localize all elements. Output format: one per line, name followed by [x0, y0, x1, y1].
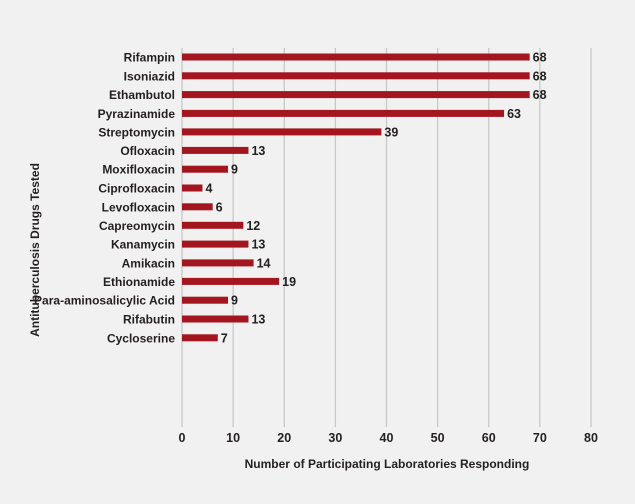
x-tick-label: 70 — [533, 431, 547, 445]
x-tick-label: 40 — [380, 431, 394, 445]
data-label: 12 — [246, 219, 260, 233]
x-axis-label: Number of Participating Laboratories Res… — [245, 457, 530, 471]
bar — [182, 109, 505, 117]
data-label: 6 — [216, 200, 223, 214]
bar — [182, 72, 530, 80]
y-axis-label: Antituberculosis Drugs Tested — [28, 163, 42, 337]
category-label: Rifampin — [124, 51, 175, 65]
bar — [182, 334, 218, 342]
data-label: 68 — [533, 69, 547, 83]
category-label: Streptomycin — [98, 125, 175, 139]
category-label: Para-aminosalicylic Acid — [34, 294, 175, 308]
data-label: 9 — [231, 294, 238, 308]
category-label: Ciprofloxacin — [98, 182, 175, 196]
bar — [182, 240, 249, 248]
bar — [182, 277, 280, 285]
bar — [182, 259, 254, 267]
data-label: 9 — [231, 163, 238, 177]
x-tick-label: 60 — [482, 431, 496, 445]
x-tick-label: 50 — [431, 431, 445, 445]
category-label: Rifabutin — [123, 313, 175, 327]
x-tick-label: 80 — [584, 431, 598, 445]
category-label: Ofloxacin — [120, 144, 175, 158]
data-label: 13 — [251, 238, 265, 252]
x-tick-label: 10 — [226, 431, 240, 445]
data-label: 68 — [533, 88, 547, 102]
category-label: Levofloxacin — [102, 200, 175, 214]
bar — [182, 146, 249, 154]
bar — [182, 203, 213, 211]
bar — [182, 53, 530, 61]
x-tick-label: 30 — [328, 431, 342, 445]
bar — [182, 128, 382, 136]
data-label: 68 — [533, 51, 547, 65]
bar — [182, 91, 530, 99]
bar — [182, 184, 203, 192]
data-label: 4 — [205, 182, 212, 196]
category-label: Ethionamide — [103, 275, 175, 289]
bar — [182, 296, 229, 304]
category-label: Kanamycin — [111, 238, 175, 252]
category-label: Capreomycin — [99, 219, 175, 233]
x-tick-labels: 0 10 20 30 40 50 60 70 80 — [179, 431, 598, 445]
bar — [182, 221, 244, 229]
gridlines — [181, 48, 592, 427]
category-label: Amikacin — [122, 256, 175, 270]
data-label: 14 — [257, 256, 271, 270]
data-label: 19 — [282, 275, 296, 289]
category-label: Isoniazid — [124, 69, 175, 83]
bars: Rifampin 68 Isoniazid 68 Ethambutol 68 Pyrazin… — [34, 51, 547, 346]
x-tick-label: 20 — [277, 431, 291, 445]
data-label: 39 — [384, 125, 398, 139]
data-label: 7 — [221, 331, 228, 345]
category-label: Pyrazinamide — [98, 107, 176, 121]
data-label: 13 — [251, 144, 265, 158]
category-label: Cycloserine — [107, 331, 175, 345]
bar — [182, 165, 229, 173]
bar — [182, 315, 249, 323]
category-label: Ethambutol — [109, 88, 175, 102]
data-label: 13 — [251, 313, 265, 327]
data-label: 63 — [507, 107, 521, 121]
x-tick-label: 0 — [179, 431, 186, 445]
category-label: Moxifloxacin — [102, 163, 175, 177]
